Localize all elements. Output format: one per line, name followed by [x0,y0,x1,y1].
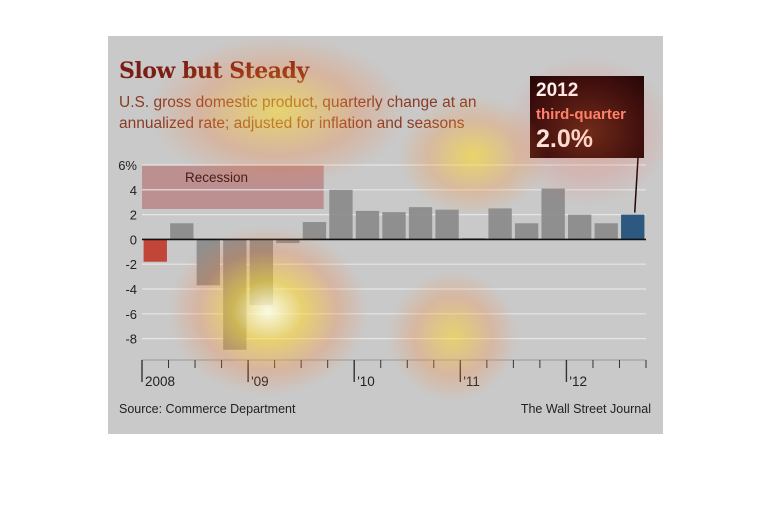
y-tick-label: -8 [125,332,137,347]
callout-pointer [633,157,639,213]
source-note: Source: Commerce Department [119,402,296,416]
bar [621,214,645,240]
callout-value: 2.0% [536,125,593,153]
y-tick-label: 4 [130,183,137,198]
chart-subtitle: U.S. gross domestic product, quarterly c… [119,94,477,132]
bar [355,210,380,240]
bar [382,212,406,240]
bar [435,209,459,240]
y-tick-label: 0 [130,232,137,247]
bar [408,207,433,240]
bar [568,214,592,240]
y-tick-label: 6% [118,158,137,173]
bar [196,239,220,286]
bar [302,222,327,240]
bar [249,239,274,306]
bar [223,239,247,350]
chart-card: Recession 6% 4 2 0 -2 -4 -6 -8 2008 '09 '10 '11 '12 S… [108,36,663,434]
bar [143,239,167,262]
bar [594,223,618,240]
y-tick-label: 2 [130,208,137,223]
recession-label: Recession [185,170,248,185]
x-tick-label: 2008 [145,374,175,389]
y-tick-label: -4 [125,282,137,297]
callout-label: third-quarter [536,106,626,123]
bar [541,188,565,240]
callout-year: 2012 [536,80,579,101]
x-tick-label: '10 [357,374,375,389]
highlight-callout: 2012 third-quarter 2.0% [530,76,644,158]
publisher-credit: The Wall Street Journal [520,402,651,416]
chart-title: Slow but Steady [119,58,309,84]
y-tick-label: -2 [125,257,137,272]
bar [514,223,539,240]
x-tick-label: '11 [463,374,480,389]
y-tick-label: -6 [125,307,137,322]
bar [488,208,512,240]
bar [329,189,353,240]
x-tick-label: '12 [569,374,587,389]
x-tick-label: '09 [251,374,269,389]
bar [170,223,194,240]
